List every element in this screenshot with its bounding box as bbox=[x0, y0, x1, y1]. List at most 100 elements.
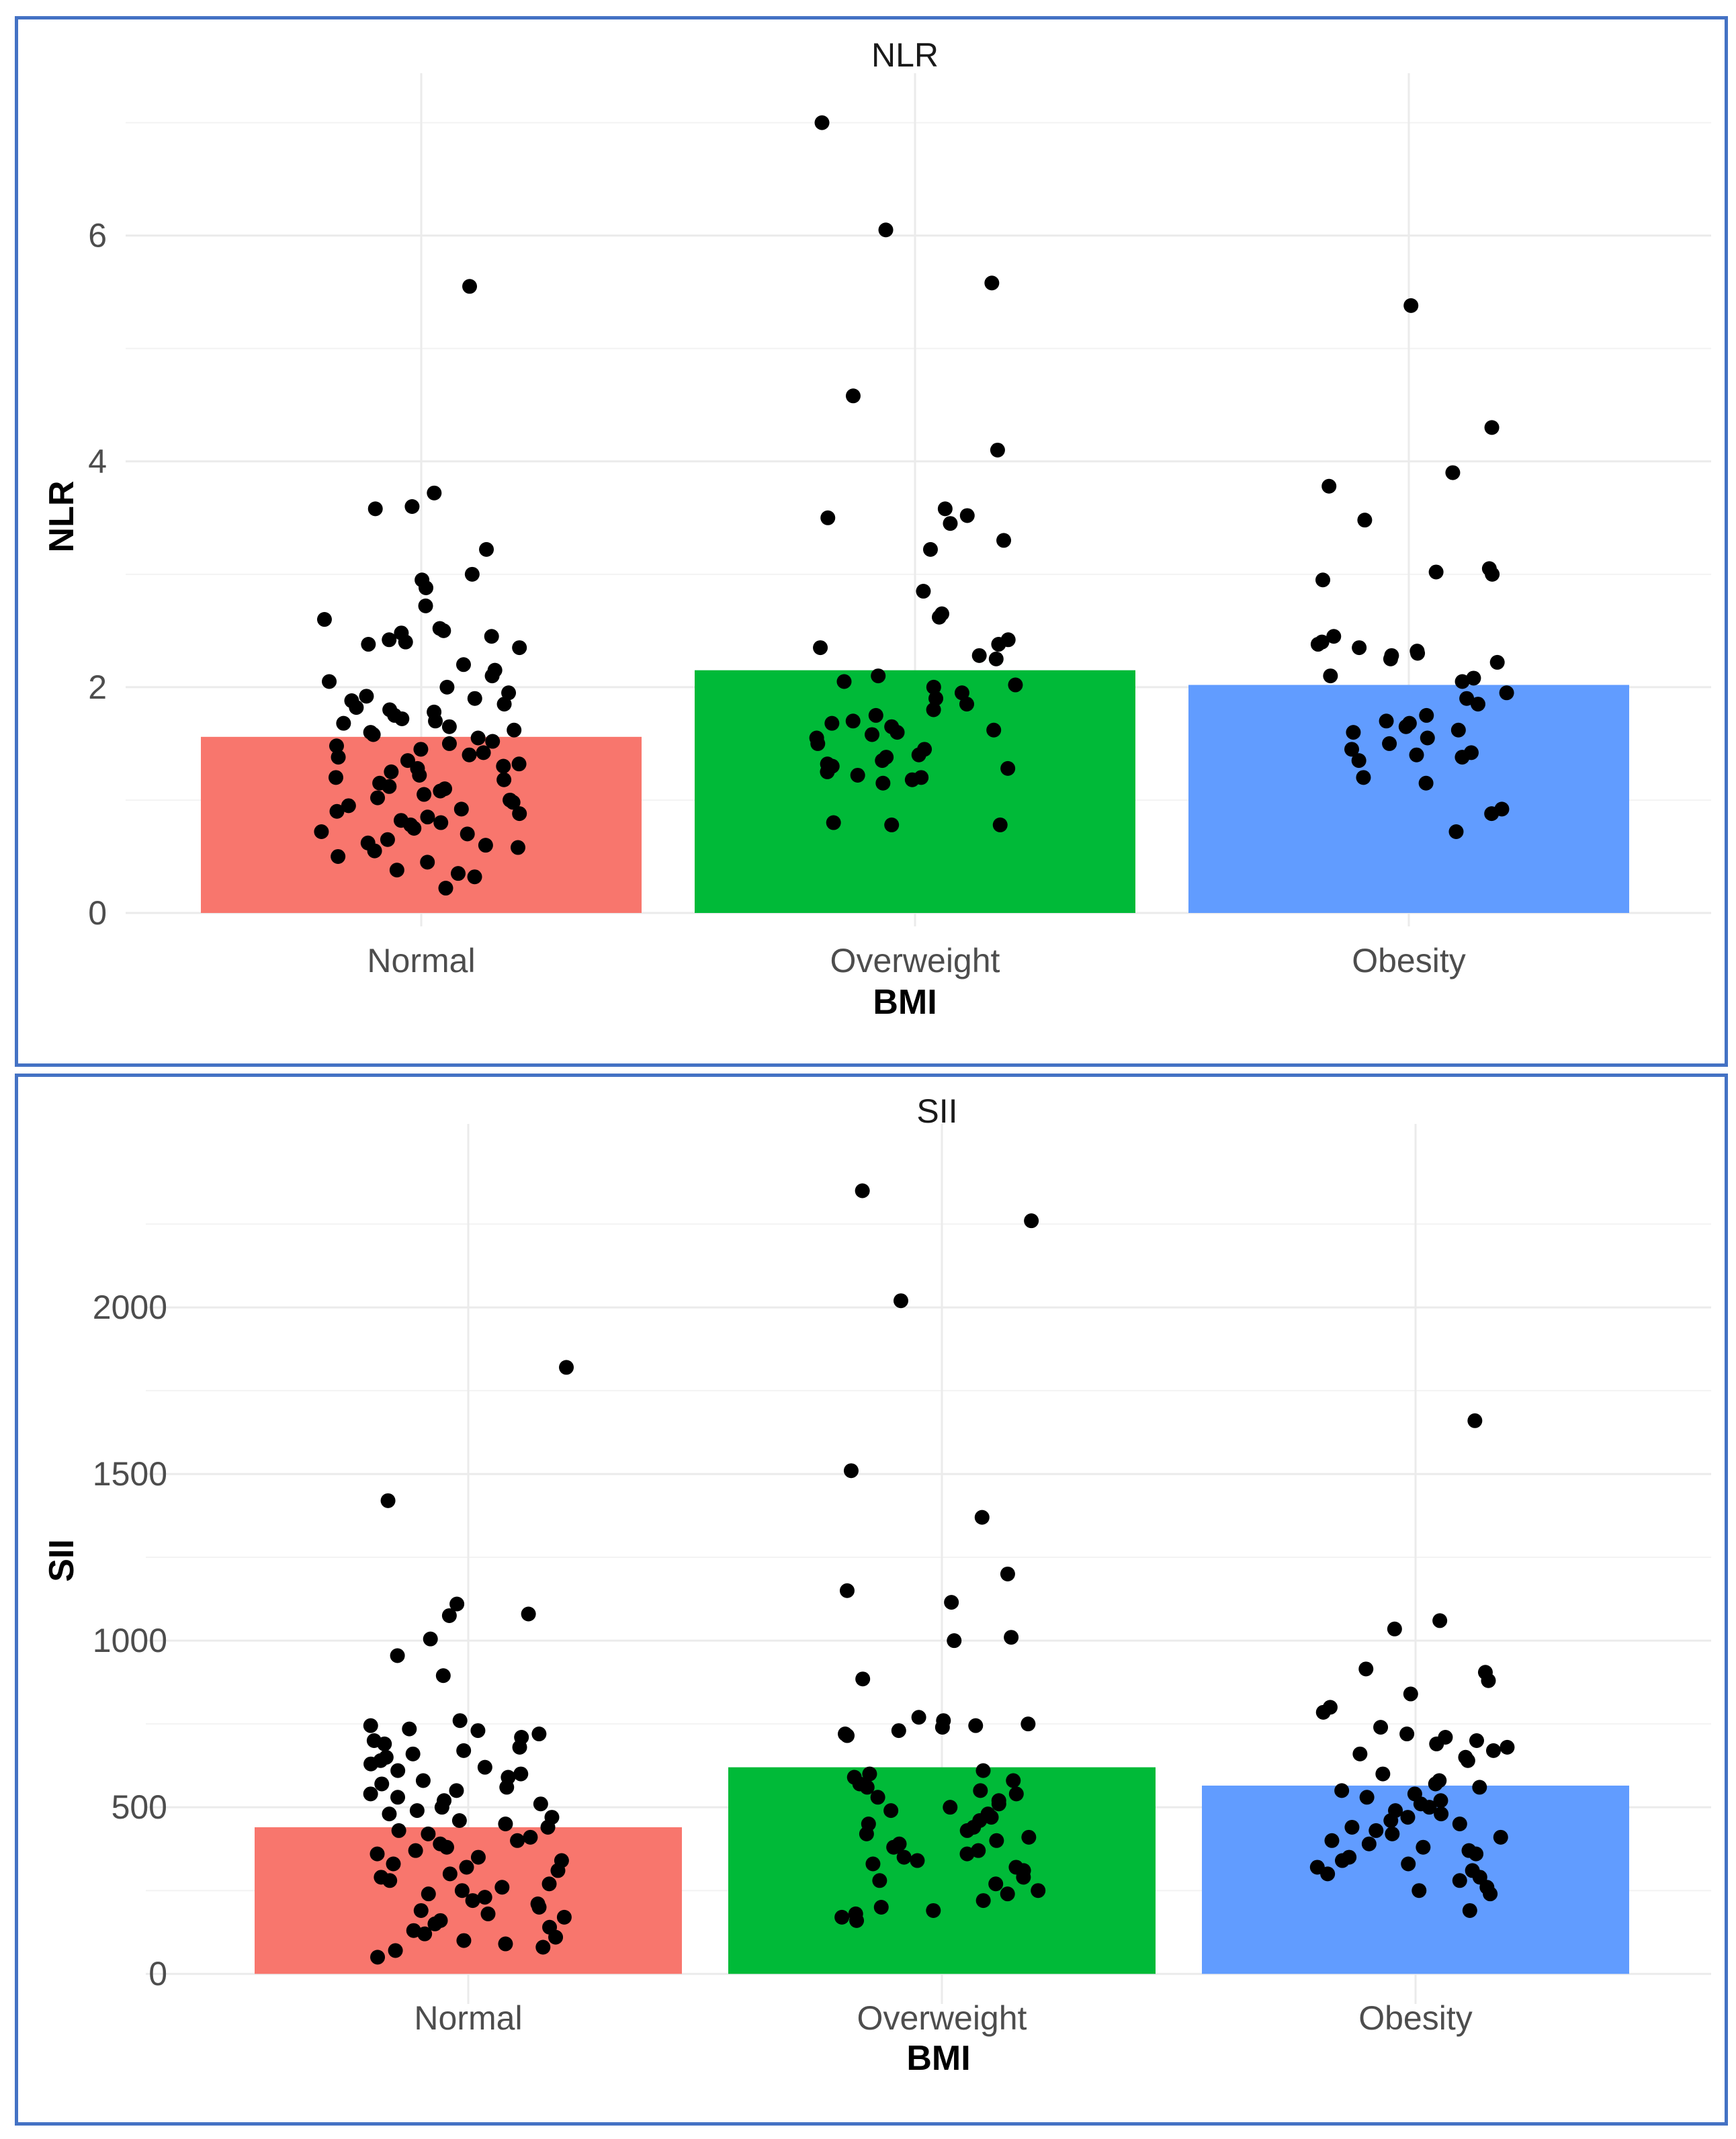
data-point bbox=[971, 1843, 986, 1858]
data-point bbox=[331, 750, 346, 765]
data-point bbox=[926, 679, 941, 695]
data-point bbox=[975, 1893, 991, 1909]
data-point bbox=[436, 623, 451, 638]
data-point bbox=[513, 1766, 529, 1782]
y-tick-label: 500 bbox=[112, 1788, 167, 1826]
data-point bbox=[433, 815, 449, 830]
data-point bbox=[439, 1839, 454, 1855]
data-point bbox=[1000, 1886, 1015, 1902]
data-point bbox=[859, 1826, 874, 1841]
data-point bbox=[467, 691, 482, 706]
data-point bbox=[1485, 566, 1500, 582]
data-point bbox=[328, 770, 343, 785]
data-point bbox=[873, 1899, 889, 1915]
data-point bbox=[479, 541, 494, 557]
data-point bbox=[836, 674, 852, 689]
data-point bbox=[1469, 1846, 1484, 1862]
data-point bbox=[363, 1786, 378, 1802]
data-point bbox=[959, 1823, 975, 1838]
data-point bbox=[1462, 1903, 1477, 1918]
data-point bbox=[316, 612, 332, 627]
data-point bbox=[377, 1736, 392, 1751]
data-point bbox=[814, 115, 830, 130]
data-point bbox=[505, 795, 521, 810]
data-point bbox=[893, 1293, 908, 1309]
data-point bbox=[382, 1806, 397, 1822]
data-point bbox=[911, 1710, 926, 1725]
data-point bbox=[470, 1723, 486, 1739]
data-point bbox=[1452, 1816, 1467, 1831]
data-point bbox=[1000, 1566, 1015, 1581]
data-point bbox=[441, 736, 457, 751]
data-point bbox=[380, 1493, 396, 1508]
data-point bbox=[1422, 1800, 1437, 1815]
data-point bbox=[480, 1906, 496, 1921]
data-point bbox=[498, 1816, 513, 1831]
data-point bbox=[470, 730, 486, 746]
data-point bbox=[394, 711, 410, 726]
data-point bbox=[1450, 722, 1466, 738]
data-point bbox=[370, 1950, 386, 1965]
data-point bbox=[1383, 651, 1398, 666]
data-point bbox=[870, 1790, 885, 1805]
data-point bbox=[521, 1606, 536, 1622]
data-point bbox=[496, 772, 512, 787]
data-point bbox=[434, 1800, 449, 1815]
y-tick-label: 4 bbox=[88, 443, 107, 480]
data-point bbox=[498, 1936, 513, 1952]
data-point bbox=[441, 1608, 457, 1623]
data-point bbox=[1356, 770, 1371, 785]
data-point bbox=[1334, 1783, 1350, 1798]
nlr-chart: NLR NLR BMI 0 2 4 6 Normal Overweight Obesity bbox=[42, 36, 1711, 1022]
data-point bbox=[512, 806, 527, 822]
data-point bbox=[840, 1728, 855, 1743]
data-point bbox=[904, 772, 920, 787]
data-point bbox=[1400, 1810, 1416, 1825]
data-point bbox=[427, 485, 442, 500]
data-point bbox=[974, 1510, 990, 1525]
data-point bbox=[813, 640, 828, 656]
data-point bbox=[531, 1727, 547, 1742]
data-point bbox=[367, 843, 382, 859]
y-tick-label: 0 bbox=[88, 894, 107, 932]
x-axis-title: BMI bbox=[873, 983, 937, 1022]
data-point bbox=[1008, 1786, 1024, 1802]
data-point bbox=[1455, 750, 1470, 765]
data-point bbox=[418, 598, 433, 613]
data-point bbox=[986, 722, 1002, 738]
data-point bbox=[926, 1903, 941, 1918]
data-point bbox=[1401, 1856, 1416, 1872]
data-point bbox=[1344, 1819, 1360, 1835]
data-point bbox=[875, 753, 890, 769]
data-point bbox=[1387, 1621, 1402, 1636]
data-point bbox=[511, 840, 526, 855]
data-point bbox=[322, 674, 337, 689]
data-point bbox=[329, 803, 345, 819]
data-point bbox=[954, 685, 969, 701]
data-point bbox=[496, 758, 511, 774]
data-point bbox=[390, 1648, 405, 1663]
bar-overweight bbox=[728, 1767, 1156, 1974]
data-point bbox=[1352, 1746, 1368, 1761]
data-point bbox=[1448, 824, 1464, 839]
data-point bbox=[462, 279, 478, 294]
data-point bbox=[820, 764, 835, 779]
data-point bbox=[428, 713, 443, 729]
data-point bbox=[875, 775, 891, 791]
data-point bbox=[433, 783, 448, 799]
data-point bbox=[423, 1631, 438, 1647]
data-point bbox=[450, 866, 466, 881]
data-point bbox=[535, 1939, 551, 1955]
data-point bbox=[449, 1783, 464, 1798]
data-point bbox=[420, 810, 435, 825]
data-point bbox=[550, 1863, 566, 1878]
data-point bbox=[438, 881, 453, 896]
data-point bbox=[943, 516, 958, 531]
data-point bbox=[412, 767, 427, 783]
data-point bbox=[959, 1846, 975, 1862]
data-point bbox=[548, 1929, 564, 1945]
data-point bbox=[1024, 1213, 1039, 1229]
data-point bbox=[1500, 1739, 1515, 1755]
data-point bbox=[541, 1876, 557, 1892]
data-point bbox=[891, 1723, 906, 1739]
